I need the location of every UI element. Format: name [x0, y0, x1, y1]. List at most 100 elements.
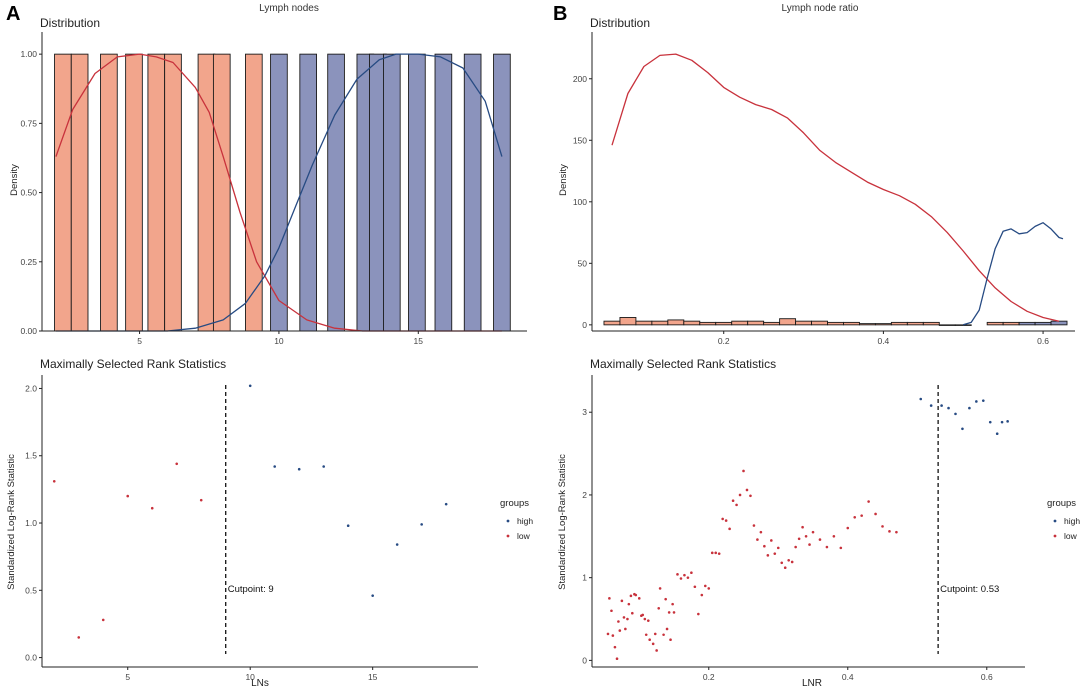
point-high	[988, 420, 992, 424]
y-tick-label: 1	[582, 573, 587, 583]
point-high	[919, 397, 923, 401]
y-tick-label: 200	[573, 74, 587, 84]
point-low	[752, 524, 756, 527]
point-low	[615, 657, 619, 661]
histogram-bar-low	[731, 320, 749, 326]
point-low	[637, 597, 641, 600]
point-low	[613, 645, 617, 649]
x-tick-label: 15	[414, 336, 424, 346]
panel-b-title: Lymph node ratio	[782, 3, 859, 14]
point-low	[707, 587, 711, 590]
panel-b-letter: B	[553, 3, 567, 25]
x-tick-label: 5	[137, 336, 142, 346]
point-low	[658, 587, 662, 590]
x-tick-label: 10	[274, 336, 284, 346]
lymph-node-ratio-distribution-chart: Distribution Density 0.2 0.4 0.6 0 50 100 150…	[558, 16, 1075, 346]
histogram-bar-low	[827, 321, 844, 326]
b-msrs-ylabel: Standardized Log-Rank Statistic	[557, 454, 568, 590]
cutpoint-label: Cutpoint: 0.53	[940, 584, 999, 595]
point-low	[717, 552, 721, 555]
a-legend-high-key	[506, 519, 510, 523]
histogram-bar-high	[1050, 320, 1068, 326]
x-tick-label: 15	[368, 672, 378, 682]
histogram-bar-low	[54, 53, 72, 332]
b-legend-low-key	[1053, 534, 1057, 538]
point-low	[679, 577, 683, 580]
histogram-bar-low	[922, 321, 940, 326]
y-tick-label: 0.5	[25, 585, 37, 595]
point-high	[947, 406, 950, 410]
point-low	[683, 573, 686, 577]
histogram-bar-low	[874, 323, 892, 326]
b-legend-high-label: high	[1064, 516, 1080, 526]
point-low	[610, 609, 613, 613]
histogram-bar-low	[619, 317, 637, 326]
y-tick-label: 1.00	[20, 49, 37, 59]
point-low	[801, 525, 804, 529]
point-low	[783, 566, 787, 570]
x-tick-label: 0.2	[703, 672, 715, 682]
point-high	[995, 432, 999, 436]
b-legend-low-label: low	[1064, 531, 1078, 541]
point-low	[759, 530, 763, 534]
point-low	[853, 515, 857, 519]
x-tick-label: 0.4	[842, 672, 854, 682]
point-low	[662, 633, 665, 637]
histogram-bar-low	[70, 53, 89, 332]
a-dist-title: Distribution	[40, 16, 100, 30]
histogram-bar-high	[327, 53, 345, 332]
point-low	[763, 544, 766, 548]
point-high	[420, 523, 423, 526]
point-low	[624, 627, 627, 631]
b-msrs-xlabel: LNR	[802, 678, 822, 689]
histogram-bar-low	[858, 323, 876, 326]
histogram-bar-low	[843, 321, 860, 326]
point-low	[634, 593, 638, 597]
point-high	[395, 543, 399, 546]
point-low	[606, 632, 610, 636]
b-dist-ylabel: Density	[558, 164, 569, 196]
histogram-bar-high	[383, 53, 401, 332]
point-high	[273, 465, 276, 468]
point-low	[745, 488, 749, 492]
point-high	[371, 594, 374, 597]
point-low	[52, 480, 56, 483]
point-high	[444, 502, 448, 506]
histogram-bar-low	[715, 321, 733, 326]
histogram-bar-low	[699, 321, 717, 326]
point-low	[150, 506, 154, 510]
point-low	[832, 535, 836, 538]
point-low	[672, 611, 676, 614]
x-tick-label: 5	[125, 672, 130, 682]
histogram-bar-low	[906, 321, 924, 326]
point-low	[738, 493, 742, 497]
point-high	[322, 465, 325, 468]
point-low	[101, 618, 105, 622]
lymph-nodes-msrs-chart: Maximally Selected Rank Statistics Stand…	[6, 357, 533, 689]
point-low	[881, 525, 884, 528]
a-legend-low-key	[506, 534, 510, 538]
panel-a-letter: A	[6, 3, 20, 25]
histogram-bar-low	[954, 324, 972, 326]
point-low	[644, 633, 648, 637]
histogram-bar-low	[779, 318, 797, 326]
point-low	[703, 584, 707, 588]
lymph-node-ratio-msrs-chart: Maximally Selected Rank Statistics Stand…	[557, 357, 1080, 689]
point-low	[895, 530, 898, 534]
histogram-bar-high	[408, 53, 426, 332]
point-low	[790, 560, 794, 564]
histogram-bar-low	[635, 320, 653, 326]
point-low	[710, 551, 714, 555]
histogram-bar-low	[125, 53, 143, 332]
point-low	[780, 561, 784, 565]
a-msrs-ylabel: Standardized Log-Rank Statistic	[6, 454, 17, 590]
point-low	[631, 611, 634, 615]
histogram-bar-high	[299, 53, 318, 332]
point-high	[248, 384, 252, 388]
point-low	[676, 573, 679, 576]
y-tick-label: 0.50	[20, 188, 37, 198]
point-low	[651, 642, 655, 646]
point-low	[648, 638, 651, 642]
y-tick-label: 0.25	[20, 257, 37, 267]
x-tick-label: 0.2	[718, 336, 730, 346]
